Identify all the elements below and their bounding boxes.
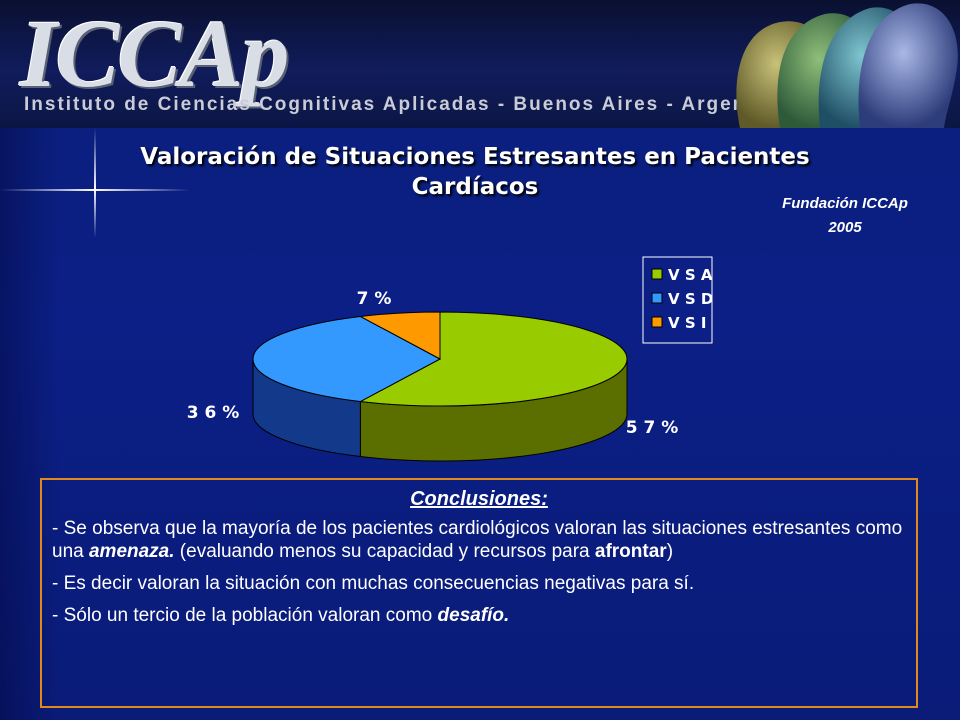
organization-name: Fundación ICCAp xyxy=(782,195,908,212)
organization-year: 2005 xyxy=(828,219,862,236)
legend-swatch-0 xyxy=(651,268,663,280)
pie-slice-0 xyxy=(358,311,628,407)
left-shade xyxy=(0,128,60,720)
legend-label-0: V S A xyxy=(668,266,713,284)
legend-swatch-2 xyxy=(651,316,663,328)
conclusions-box: Conclusiones: - Se observa que la mayorí… xyxy=(40,478,918,708)
brain-heads-image xyxy=(736,3,958,128)
emphasis-amenaza: amenaza. xyxy=(88,541,175,562)
star-flare-vertical xyxy=(94,128,96,238)
conclusions-heading: Conclusiones: xyxy=(410,488,548,510)
data-label-1: 3 6 % xyxy=(187,403,240,423)
pie-slice-1 xyxy=(252,315,442,403)
conclusion-3: - Sólo un tercio de la población valoran… xyxy=(52,605,510,626)
organization-credit: Fundación ICCAp 2005 xyxy=(740,192,950,240)
slide-title: Valoración de Situaciones Estresantes en… xyxy=(140,144,810,200)
legend-label-1: V S D xyxy=(668,290,713,308)
conclusion-2: - Es decir valoran la situación con much… xyxy=(52,573,695,594)
legend-swatch-1 xyxy=(651,292,663,304)
data-label-0: 5 7 % xyxy=(626,418,679,438)
emphasis-desafio: desafío. xyxy=(437,605,510,626)
legend-label-2: V S I xyxy=(668,314,706,332)
emphasis-afrontar: afrontar xyxy=(594,541,667,562)
institute-subtitle: Instituto de Ciencias Cognitivas Aplicad… xyxy=(24,94,789,115)
data-label-2: 7 % xyxy=(357,289,392,309)
iccap-logo: ICCAp xyxy=(20,0,289,107)
header-banner: ICCAp Instituto de Ciencias Cognitivas A… xyxy=(0,0,960,128)
legend-box xyxy=(642,256,713,344)
pie-slice-2 xyxy=(358,311,441,360)
conclusion-1: - Se observa que la mayoría de los pacie… xyxy=(52,518,903,562)
